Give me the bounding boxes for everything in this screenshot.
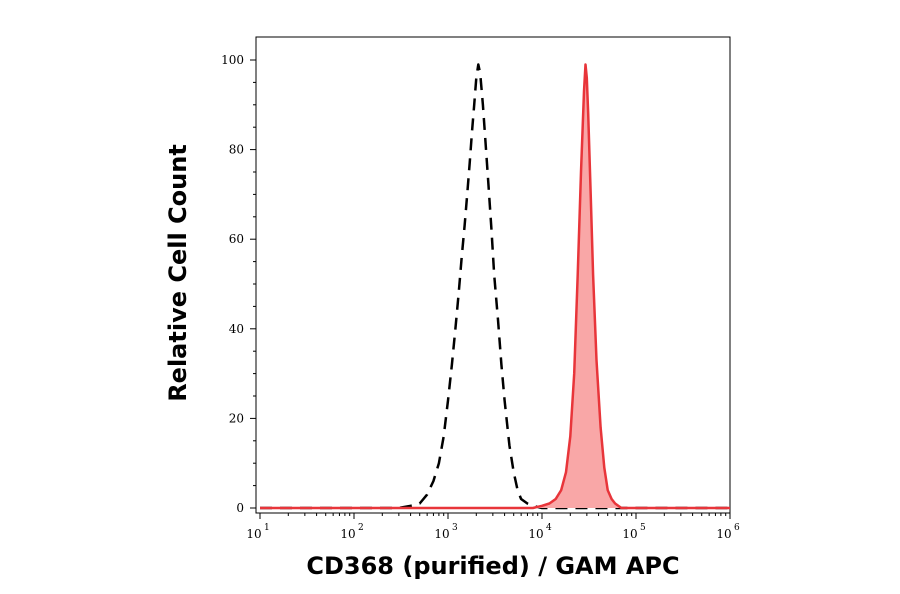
- y-tick-label: 80: [229, 143, 244, 157]
- x-tick-label: 10: [246, 527, 261, 541]
- plot-frame: [255, 36, 731, 514]
- y-axis-label: Relative Cell Count: [164, 144, 192, 402]
- x-tick-label: 10: [528, 527, 543, 541]
- x-tick-label: 10: [434, 527, 449, 541]
- x-axis-label: CD368 (purified) / GAM APC: [306, 552, 679, 580]
- x-tick-exponent: 2: [358, 523, 364, 533]
- series-0-line: [260, 63, 730, 510]
- x-tick-exponent: 1: [264, 523, 270, 533]
- x-tick-label: 10: [340, 527, 355, 541]
- y-tick-label: 60: [229, 232, 244, 246]
- x-tick-exponent: 6: [734, 523, 740, 533]
- series-layer: [260, 63, 730, 510]
- x-tick-exponent: 5: [640, 523, 646, 533]
- y-tick-label: 20: [229, 411, 244, 425]
- y-tick-label: 0: [236, 501, 244, 515]
- x-tick-label: 10: [622, 527, 637, 541]
- series-1-line: [260, 63, 730, 510]
- x-tick-label: 10: [716, 527, 731, 541]
- x-tick-exponent: 3: [452, 523, 458, 533]
- x-tick-exponent: 4: [546, 523, 552, 533]
- y-tick-label: 40: [229, 322, 244, 336]
- y-tick-label: 100: [221, 53, 244, 67]
